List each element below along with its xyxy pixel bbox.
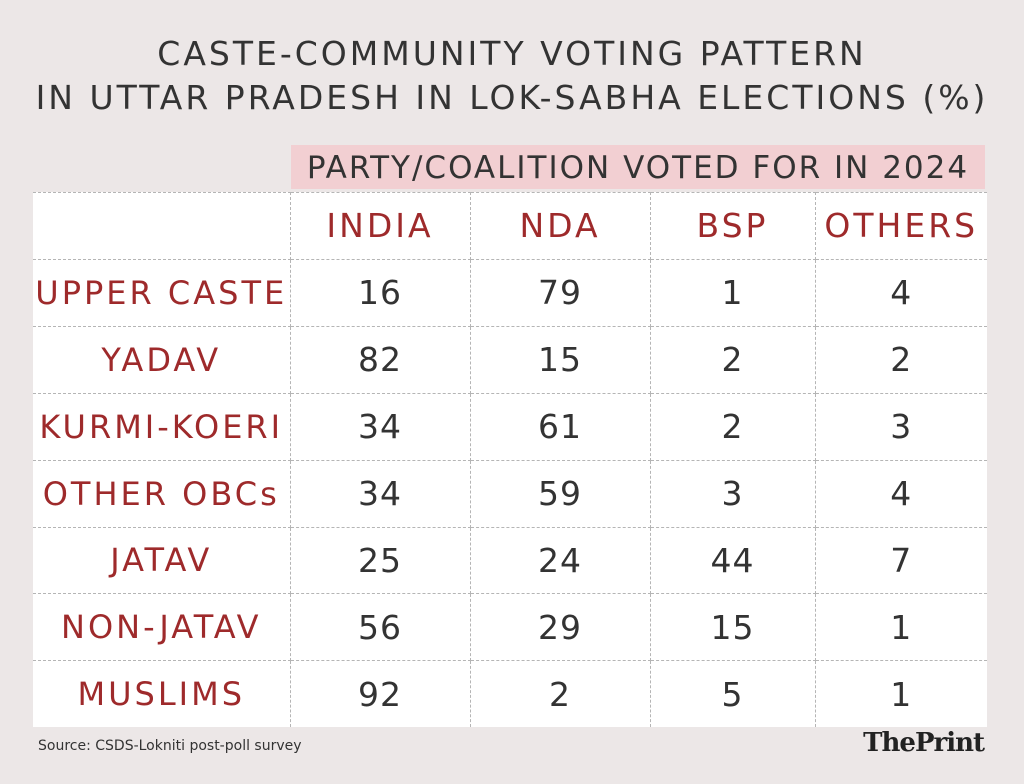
value-cell: 2 — [649, 392, 816, 461]
table-row: YADAV 82 15 2 2 — [33, 325, 987, 394]
table-box: INDIA NDA BSP OTHERS UPPER CASTE 16 79 1 4 YADAV 8… — [33, 192, 987, 727]
column-header: NDA — [469, 192, 651, 260]
table-row: MUSLIMS 92 2 5 1 — [33, 660, 987, 727]
value-cell: 1 — [649, 258, 816, 327]
table: INDIA NDA BSP OTHERS UPPER CASTE 16 79 1 4 YADAV 8… — [33, 192, 987, 727]
table-row: JATAV 25 24 44 7 — [33, 526, 987, 595]
value-cell: 34 — [289, 459, 471, 528]
value-cell: 4 — [814, 459, 987, 528]
header-row: INDIA NDA BSP OTHERS — [33, 192, 987, 260]
row-label: UPPER CASTE — [33, 258, 291, 327]
value-cell: 15 — [649, 593, 816, 662]
table-row: OTHER OBCs 34 59 3 4 — [33, 459, 987, 528]
value-cell: 61 — [469, 392, 651, 461]
title-line: CASTE-COMMUNITY VOTING PATTERN — [157, 34, 867, 73]
subtitle: PARTY/COALITION VOTED FOR IN 2024 — [291, 145, 985, 189]
table-row: NON-JATAV 56 29 15 1 — [33, 593, 987, 662]
row-label: MUSLIMS — [33, 660, 291, 727]
row-label: OTHER OBCs — [33, 459, 291, 528]
column-header: BSP — [649, 192, 816, 260]
value-cell: 3 — [649, 459, 816, 528]
value-cell: 24 — [469, 526, 651, 595]
title-line: IN UTTAR PRADESH IN LOK-SABHA ELECTIONS … — [35, 78, 989, 117]
row-label: NON-JATAV — [33, 593, 291, 662]
value-cell: 2 — [649, 325, 816, 394]
value-cell: 79 — [469, 258, 651, 327]
value-cell: 16 — [289, 258, 471, 327]
value-cell: 2 — [814, 325, 987, 394]
value-cell: 56 — [289, 593, 471, 662]
row-label: YADAV — [33, 325, 291, 394]
row-label: KURMI-KOERI — [33, 392, 291, 461]
value-cell: 7 — [814, 526, 987, 595]
column-header: INDIA — [289, 192, 471, 260]
corner-cell — [33, 192, 291, 260]
value-cell: 34 — [289, 392, 471, 461]
source: Source: CSDS-Lokniti post-poll survey — [38, 738, 302, 754]
value-cell: 4 — [814, 258, 987, 327]
value-cell: 44 — [649, 526, 816, 595]
value-cell: 2 — [469, 660, 651, 727]
table-row: KURMI-KOERI 34 61 2 3 — [33, 392, 987, 461]
value-cell: 29 — [469, 593, 651, 662]
logo: ThePrint — [863, 728, 985, 758]
value-cell: 82 — [289, 325, 471, 394]
column-header: OTHERS — [814, 192, 987, 260]
value-cell: 25 — [289, 526, 471, 595]
value-cell: 1 — [814, 593, 987, 662]
value-cell: 92 — [289, 660, 471, 727]
value-cell: 5 — [649, 660, 816, 727]
table-row: UPPER CASTE 16 79 1 4 — [33, 258, 987, 327]
value-cell: 3 — [814, 392, 987, 461]
value-cell: 1 — [814, 660, 987, 727]
value-cell: 59 — [469, 459, 651, 528]
row-label: JATAV — [33, 526, 291, 595]
value-cell: 15 — [469, 325, 651, 394]
